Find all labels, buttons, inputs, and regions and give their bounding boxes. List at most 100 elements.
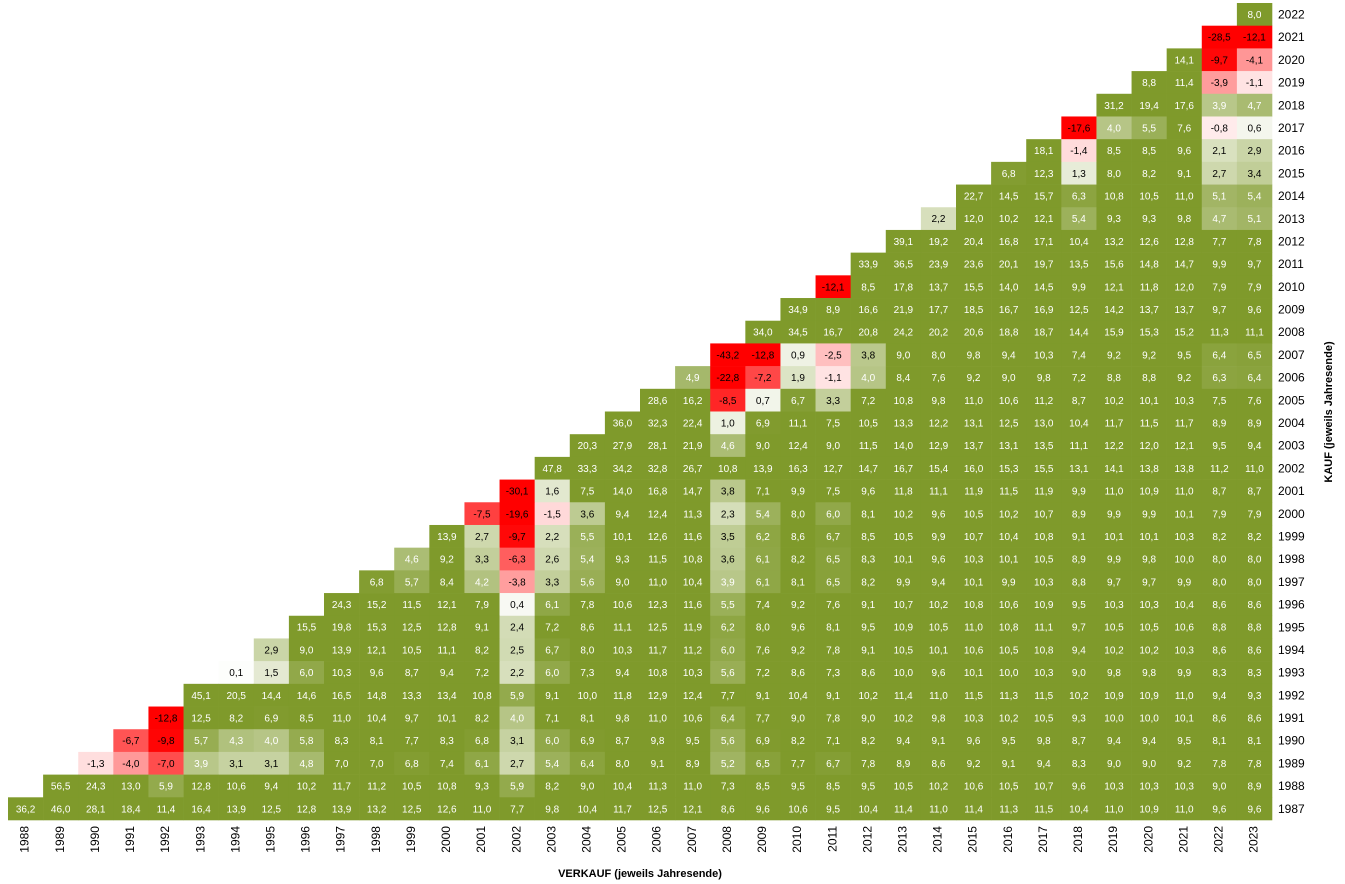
heat-cell — [1201, 683, 1238, 707]
heat-cell — [1236, 502, 1273, 526]
heat-cell — [324, 615, 360, 639]
cell-label: 10,3 — [1174, 782, 1194, 793]
cell-label: 20,4 — [964, 237, 984, 248]
cell-label: 3,9 — [1212, 101, 1226, 112]
cell-label: 10,2 — [1104, 645, 1124, 656]
heat-cell — [710, 434, 746, 458]
cell-label: 10,8 — [894, 396, 914, 407]
y-tick-label: 1987 — [1278, 802, 1305, 816]
heat-cell — [324, 638, 360, 662]
heat-cell — [956, 570, 992, 594]
cell-label: 10,1 — [964, 668, 984, 679]
heat-cell — [991, 366, 1027, 390]
cell-label: 20,3 — [578, 441, 598, 452]
x-tick-label: 2008 — [720, 826, 734, 853]
heat-cell — [815, 411, 851, 435]
heat-cell — [499, 729, 535, 753]
heat-cell — [1131, 184, 1167, 208]
heat-cell — [815, 502, 851, 526]
cell-label: 6,7 — [826, 532, 840, 543]
cell-label: 6,0 — [299, 668, 313, 679]
heat-cell — [1131, 161, 1167, 185]
cell-label: 19,4 — [1139, 101, 1159, 112]
heat-cell — [780, 751, 816, 775]
cell-label: 11,1 — [438, 645, 457, 656]
cell-label: -0,8 — [1211, 123, 1229, 134]
heat-cell — [1236, 615, 1273, 639]
cell-label: 8,6 — [1247, 645, 1261, 656]
heat-cell — [1236, 751, 1273, 775]
cell-label: 12,8 — [297, 804, 317, 815]
cell-label: 10,3 — [1104, 600, 1124, 611]
cell-label: 8,5 — [756, 782, 770, 793]
cell-label: 10,8 — [648, 668, 668, 679]
heat-cell — [1061, 298, 1097, 322]
heat-cell — [183, 797, 219, 821]
cell-label: -9,7 — [508, 532, 526, 543]
y-tick-label: 2002 — [1278, 461, 1305, 475]
cell-label: 20,5 — [226, 691, 246, 702]
cell-label: 9,4 — [896, 736, 910, 747]
heat-cell — [956, 751, 992, 775]
heat-cell — [1061, 479, 1097, 503]
heat-cell — [1236, 320, 1273, 344]
cell-label: 10,2 — [999, 714, 1019, 725]
cell-label: 34,5 — [788, 328, 808, 339]
heat-cell — [745, 479, 781, 503]
cell-label: 10,5 — [964, 509, 984, 520]
heat-cell — [394, 547, 430, 571]
heat-cell — [1201, 25, 1238, 49]
cell-label: 9,1 — [1072, 532, 1086, 543]
cell-label: 8,8 — [1142, 78, 1156, 89]
x-tick-label: 2019 — [1106, 826, 1120, 853]
cell-label: 9,2 — [440, 555, 454, 566]
y-tick-label: 2001 — [1278, 484, 1305, 498]
cell-label: 9,2 — [1177, 759, 1191, 770]
cell-label: 11,4 — [964, 804, 983, 815]
heat-cell — [1236, 706, 1273, 730]
y-tick-label: 1995 — [1278, 620, 1305, 634]
cell-label: 11,8 — [1140, 282, 1159, 293]
cell-label: 5,5 — [1142, 123, 1156, 134]
cell-label: 12,1 — [437, 600, 457, 611]
heat-cell — [499, 615, 535, 639]
cell-label: 10,2 — [1104, 396, 1124, 407]
heat-cell — [1236, 298, 1273, 322]
heat-cell — [1131, 593, 1167, 617]
heat-cell — [780, 320, 816, 344]
cell-label: -7,0 — [157, 759, 175, 770]
heat-cell — [394, 570, 430, 594]
heat-cell — [815, 456, 851, 480]
heat-cell — [253, 774, 290, 798]
cell-label: 3,8 — [721, 487, 735, 498]
heat-cell — [885, 275, 922, 299]
heat-cell — [640, 615, 676, 639]
heat-cell — [569, 456, 606, 480]
heat-cell — [675, 751, 711, 775]
cell-label: 1,6 — [545, 487, 559, 498]
heat-cell — [1236, 161, 1273, 185]
cell-label: -12,8 — [751, 350, 774, 361]
heat-cell — [1096, 570, 1132, 594]
cell-label: 13,7 — [929, 282, 949, 293]
heat-cell — [885, 706, 922, 730]
heat-cell — [534, 570, 571, 594]
cell-label: 10,5 — [1034, 555, 1054, 566]
cell-label: 10,1 — [1104, 532, 1124, 543]
cell-label: 9,3 — [1142, 214, 1156, 225]
heat-cell — [956, 524, 992, 548]
heat-cell — [1131, 252, 1167, 276]
heat-cell — [991, 547, 1027, 571]
heat-cell — [1166, 615, 1203, 639]
cell-label: 11,0 — [473, 804, 492, 815]
cell-label: 6,4 — [580, 759, 594, 770]
heat-cell — [1236, 683, 1273, 707]
cell-label: 13,1 — [999, 441, 1019, 452]
cell-label: 10,3 — [1104, 782, 1124, 793]
heat-cell — [780, 729, 816, 753]
cell-label: 10,8 — [472, 691, 492, 702]
cell-label: 32,3 — [648, 418, 668, 429]
heat-cell — [1166, 774, 1203, 798]
heat-cell — [956, 593, 992, 617]
cell-label: 10,3 — [1034, 350, 1054, 361]
